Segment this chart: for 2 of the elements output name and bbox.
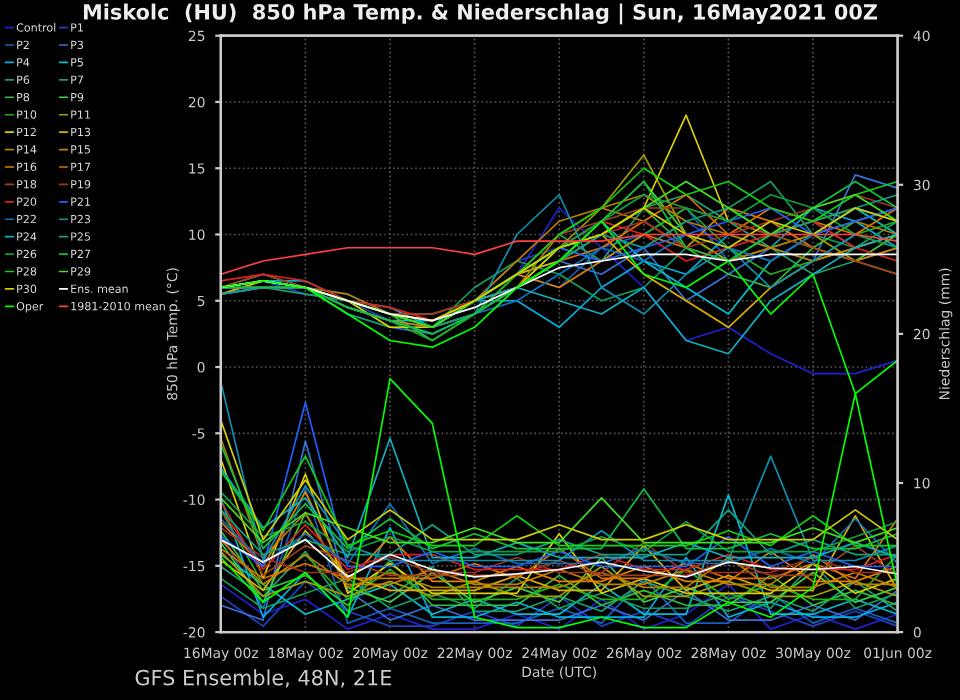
chart-title: Miskolc (HU) 850 hPa Temp. & Niederschlag | Sun, 16May2021 00Z	[83, 3, 878, 25]
text: GFS Ensemble, 48N, 21E	[135, 669, 392, 688]
